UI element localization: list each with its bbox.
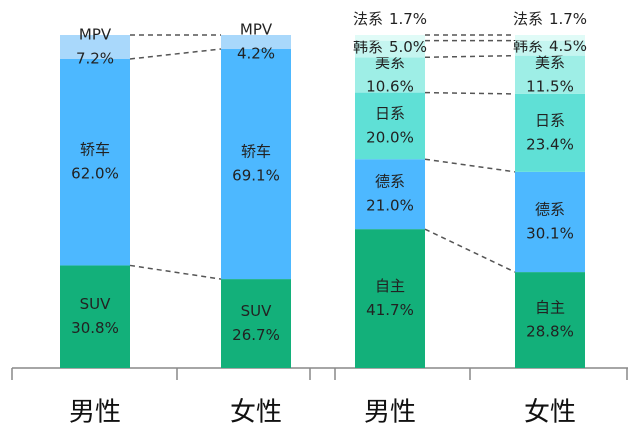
value-label: 62.0% — [71, 165, 119, 183]
bar-segment — [515, 40, 585, 56]
series-name: 自主 — [375, 277, 405, 295]
bar-segment — [515, 55, 585, 94]
bar-segment — [355, 35, 425, 41]
value-label: 4.5% — [549, 37, 587, 55]
series-name: 美系 — [535, 53, 565, 71]
x-category-label: 男性 — [69, 398, 121, 428]
series-name: 轿车 — [80, 141, 110, 159]
data-label: 法系 1.7% — [353, 10, 427, 28]
value-label: 1.7% — [389, 10, 427, 28]
series-name: 法系 — [353, 10, 383, 28]
series-name: 美系 — [375, 53, 405, 71]
bar-segment — [355, 92, 425, 160]
connector — [129, 48, 222, 60]
value-label: 30.1% — [526, 224, 574, 242]
series-name: MPV — [79, 25, 112, 43]
series-name: 日系 — [375, 104, 405, 122]
series-name: 轿车 — [241, 143, 271, 161]
data-label: 法系 1.7% — [513, 10, 587, 28]
value-label: 21.0% — [366, 197, 414, 215]
series-name: 日系 — [535, 111, 565, 129]
value-label: 5.0% — [389, 37, 427, 55]
series-name: 德系 — [375, 173, 405, 191]
bar-segment — [515, 272, 585, 368]
data-label: 韩系 5.0% — [353, 37, 427, 55]
value-label: 11.5% — [526, 77, 574, 95]
series-name: 自主 — [535, 299, 565, 317]
series-name: 法系 — [513, 10, 543, 28]
bar-segment — [515, 171, 585, 273]
value-label: 10.6% — [366, 77, 414, 95]
value-label: 20.0% — [366, 128, 414, 146]
connector — [424, 91, 516, 95]
bar-segment — [221, 279, 291, 368]
value-label: 4.2% — [237, 44, 275, 62]
axis-ticks — [11, 368, 628, 380]
x-category-label: 男性 — [364, 398, 416, 428]
bar-segment — [60, 265, 130, 368]
x-category-label: 女性 — [524, 398, 576, 428]
bar-segment — [60, 58, 130, 266]
series-name: 韩系 — [513, 37, 543, 55]
bar-segment — [355, 40, 425, 58]
value-label: 28.8% — [526, 323, 574, 341]
bar-segment — [60, 35, 130, 59]
value-label: 7.2% — [76, 49, 114, 67]
series-name: 德系 — [535, 200, 565, 218]
value-label: 41.7% — [366, 301, 414, 319]
value-label: 1.7% — [549, 10, 587, 28]
series-name: SUV — [241, 302, 273, 320]
data-label: 韩系 4.5% — [513, 37, 587, 55]
value-label: 30.8% — [71, 319, 119, 337]
bar-segment — [355, 159, 425, 230]
connector — [129, 264, 222, 280]
bar-segment — [515, 93, 585, 172]
series-name: 韩系 — [353, 37, 383, 55]
x-category-label: 女性 — [230, 398, 282, 428]
connector — [424, 228, 516, 273]
bar-segment — [221, 48, 291, 280]
bar-segment — [355, 229, 425, 368]
connector — [424, 54, 516, 59]
series-name: SUV — [80, 295, 112, 313]
value-label: 26.7% — [232, 326, 280, 344]
bar-segment — [221, 35, 291, 49]
bar-segment — [355, 57, 425, 93]
value-label: 69.1% — [232, 167, 280, 185]
value-label: 23.4% — [526, 135, 574, 153]
connector — [424, 158, 516, 173]
series-name: MPV — [240, 20, 273, 38]
bar-segment — [515, 35, 585, 41]
